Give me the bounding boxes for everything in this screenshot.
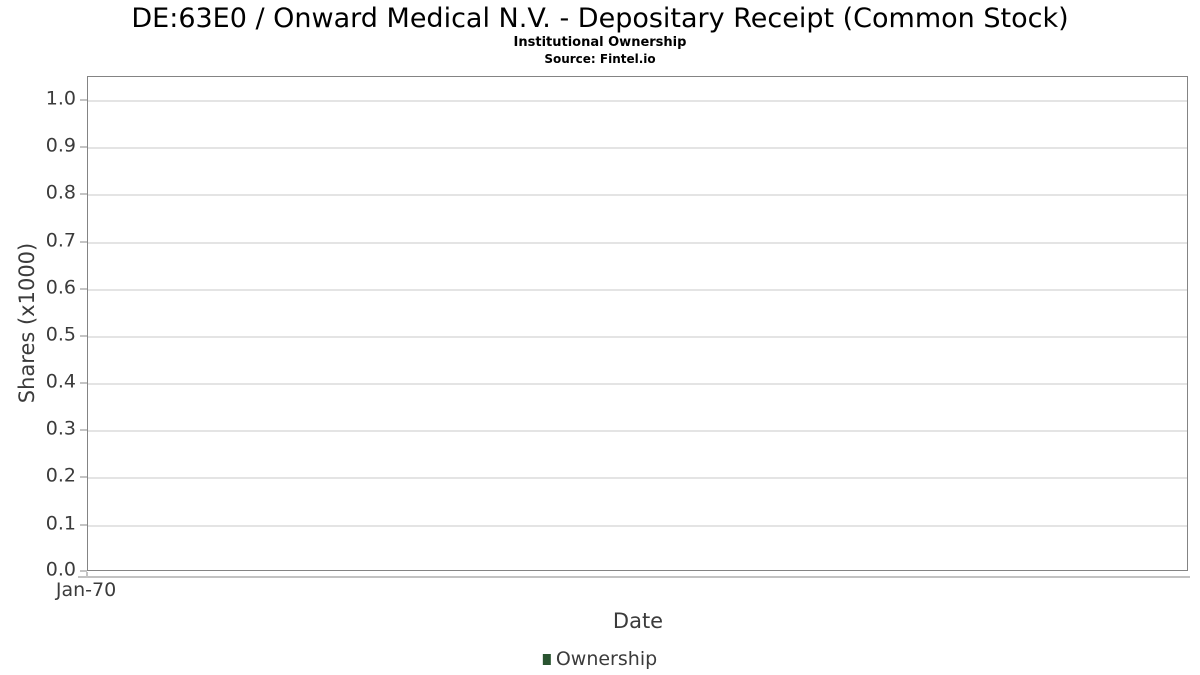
x-axis-spine [78, 576, 1190, 578]
y-tick-mark [80, 99, 87, 101]
gridline [88, 430, 1187, 432]
y-tick-label: 0.3 [45, 417, 76, 440]
gridline [88, 477, 1187, 479]
gridline [88, 100, 1187, 102]
legend-label-ownership: Ownership [555, 648, 658, 670]
x-tick-mark [86, 572, 88, 578]
legend-swatch-ownership [542, 653, 551, 665]
y-tick-label: 1.0 [45, 87, 76, 110]
y-tick-mark [80, 429, 87, 431]
y-tick-label: 0.9 [45, 134, 76, 157]
plot-area [87, 76, 1188, 571]
gridline [88, 242, 1187, 244]
y-tick-label: 0.1 [45, 512, 76, 535]
gridline [88, 383, 1187, 385]
y-axis-title: Shares (x1000) [15, 242, 39, 404]
y-tick-mark [80, 570, 87, 572]
gridline [88, 289, 1187, 291]
y-tick-mark [80, 288, 87, 290]
y-tick-mark [80, 476, 87, 478]
y-tick-mark [80, 146, 87, 148]
gridline [88, 147, 1187, 149]
y-tick-label: 0.6 [45, 276, 76, 299]
gridline [88, 336, 1187, 338]
y-tick-label: 0.2 [45, 464, 76, 487]
x-axis-title: Date [612, 609, 664, 633]
y-tick-mark [80, 193, 87, 195]
y-tick-label: 0.5 [45, 323, 76, 346]
chart-subtitle: Institutional Ownership [513, 35, 687, 50]
gridline [88, 525, 1187, 527]
y-tick-label: 0.8 [45, 181, 76, 204]
x-tick-label: Jan-70 [55, 579, 117, 601]
y-tick-mark [80, 382, 87, 384]
legend: Ownership [542, 648, 658, 670]
chart-source: Source: Fintel.io [544, 52, 656, 66]
y-tick-label: 0.7 [45, 229, 76, 252]
gridline [88, 194, 1187, 196]
y-tick-label: 0.4 [45, 370, 76, 393]
y-tick-mark [80, 241, 87, 243]
chart-title: DE:63E0 / Onward Medical N.V. - Deposita… [131, 3, 1069, 34]
y-tick-mark [80, 335, 87, 337]
y-tick-mark [80, 524, 87, 526]
y-tick-label: 0.0 [45, 558, 76, 581]
